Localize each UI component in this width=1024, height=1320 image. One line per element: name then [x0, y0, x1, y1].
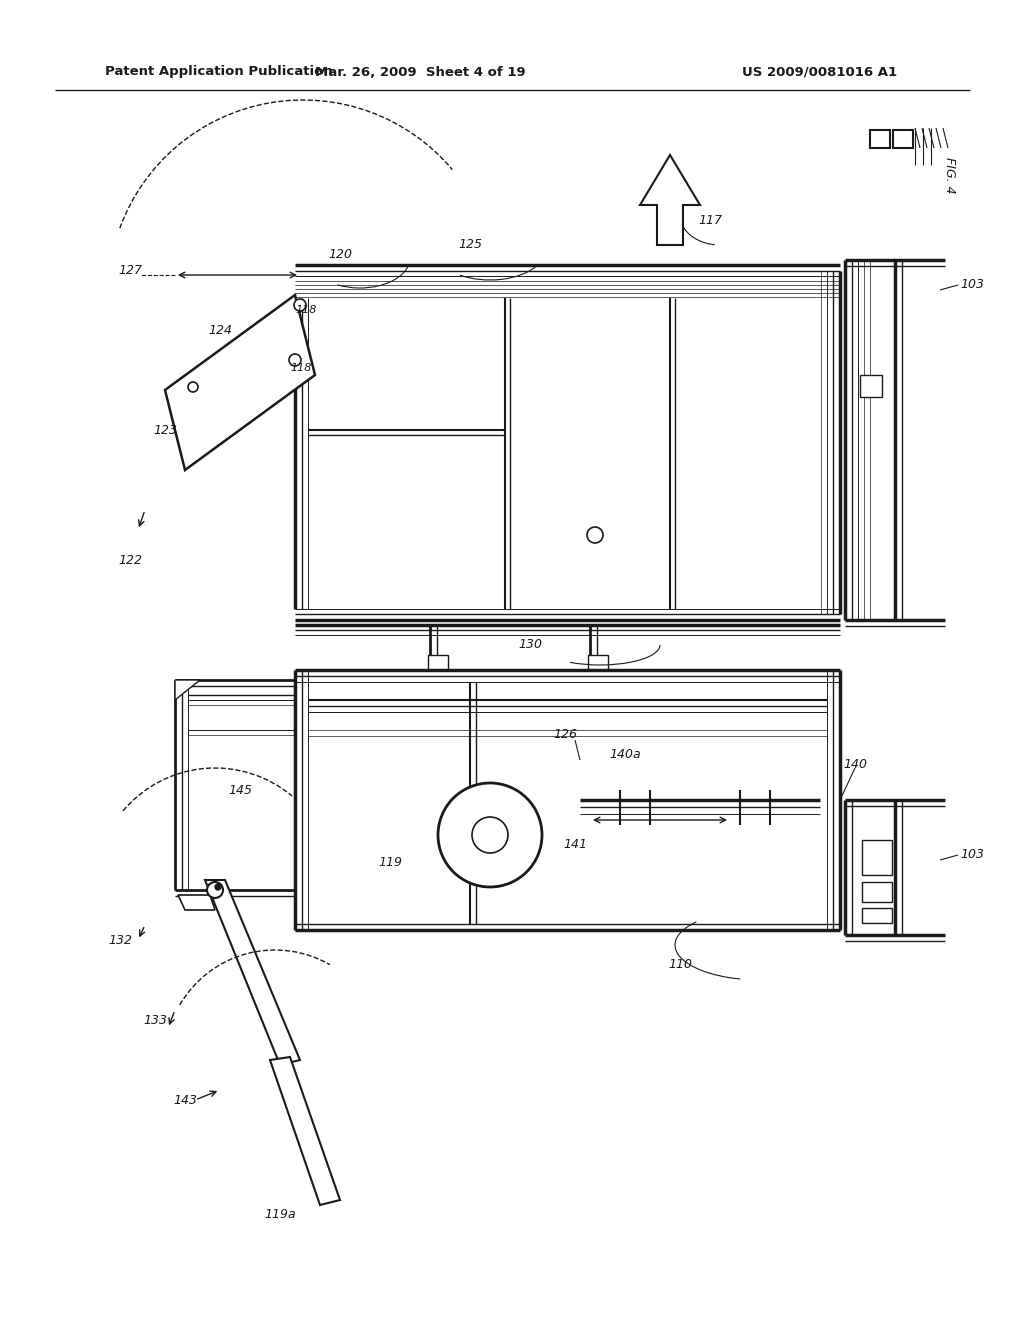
Text: 133: 133 [143, 1014, 167, 1027]
Text: Patent Application Publication: Patent Application Publication [105, 66, 333, 78]
Bar [870, 129, 890, 148]
Circle shape [207, 882, 223, 898]
Circle shape [294, 300, 306, 312]
Text: 110: 110 [668, 958, 692, 972]
Text: 127: 127 [118, 264, 142, 276]
Text: 103: 103 [961, 849, 984, 862]
Text: 117: 117 [698, 214, 722, 227]
Text: FIG. 4: FIG. 4 [943, 157, 956, 193]
Bar [588, 655, 608, 671]
Text: 120: 120 [328, 248, 352, 261]
Circle shape [472, 817, 508, 853]
Polygon shape [175, 680, 200, 700]
Text: 119a: 119a [264, 1209, 296, 1221]
Text: 143: 143 [173, 1093, 197, 1106]
Circle shape [289, 354, 301, 366]
Circle shape [438, 783, 542, 887]
Bar [862, 908, 892, 923]
Bar [862, 840, 892, 875]
Polygon shape [270, 1057, 340, 1205]
Text: 141: 141 [563, 838, 587, 851]
Polygon shape [205, 880, 300, 1065]
Text: 118: 118 [290, 363, 311, 374]
Bar [860, 375, 882, 397]
Bar [893, 129, 913, 148]
Polygon shape [640, 154, 700, 246]
Circle shape [188, 381, 198, 392]
Text: 118: 118 [295, 305, 316, 315]
Text: Mar. 26, 2009  Sheet 4 of 19: Mar. 26, 2009 Sheet 4 of 19 [314, 66, 525, 78]
Text: 119: 119 [378, 855, 402, 869]
Text: 145: 145 [228, 784, 252, 796]
Text: 130: 130 [518, 639, 542, 652]
Text: 140a: 140a [609, 748, 641, 762]
Text: 132: 132 [108, 933, 132, 946]
Text: 125: 125 [458, 239, 482, 252]
Text: 122: 122 [118, 553, 142, 566]
Text: 126: 126 [553, 729, 577, 742]
Text: 140: 140 [843, 759, 867, 771]
Circle shape [587, 527, 603, 543]
Circle shape [215, 884, 221, 890]
Text: 124: 124 [208, 323, 232, 337]
Bar [862, 882, 892, 902]
Polygon shape [178, 895, 215, 909]
Text: US 2009/0081016 A1: US 2009/0081016 A1 [742, 66, 898, 78]
Text: 123: 123 [153, 424, 177, 437]
Polygon shape [165, 294, 315, 470]
Text: 103: 103 [961, 279, 984, 292]
Bar [428, 655, 449, 671]
